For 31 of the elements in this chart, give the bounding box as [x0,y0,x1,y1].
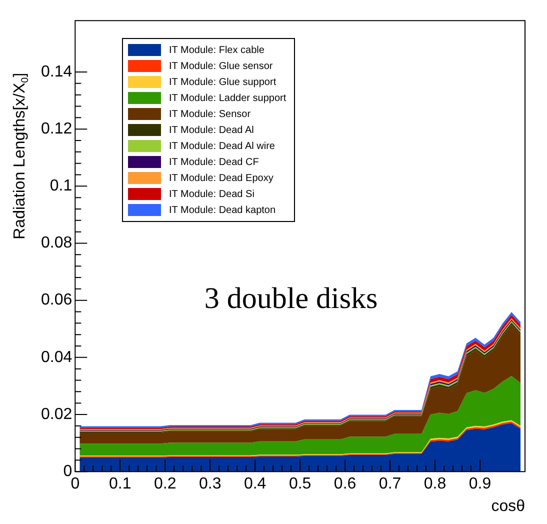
legend-label: IT Module: Dead Epoxy [169,172,274,184]
y-tick-label: 0.06 [41,292,72,309]
x-tick-label: 0.8 [424,476,446,493]
legend-label: IT Module: Sensor [169,108,251,120]
legend-label: IT Module: Ladder support [169,92,286,104]
x-axis-title: cosθ [491,498,526,515]
x-tick-label: 0.1 [109,476,132,493]
y-tick-label: 0.04 [41,348,72,366]
x-tick-label: 0.2 [154,476,176,493]
x-tick-label: 0.3 [198,476,222,493]
legend-label: IT Module: Dead Al [169,124,254,136]
legend-label: IT Module: Dead kapton [169,204,276,216]
x-tick-label: 0.6 [334,476,356,493]
y-tick-label: 0.02 [41,406,72,423]
legend-label: IT Module: Dead Si [169,188,254,200]
y-tick-label: 0.08 [41,234,72,252]
x-tick-label: 0.4 [244,476,266,493]
legend-label: IT Module: Flex cable [169,44,264,56]
legend-label: IT Module: Dead Al wire [169,140,275,152]
legend-label: IT Module: Glue support [169,76,276,88]
annotation: 3 double disks [204,282,378,316]
y-tick-label: 0.14 [41,63,72,80]
y-tick-label: 0 [63,463,72,480]
y-tick-label: 0.1 [50,178,72,195]
x-tick-label: 0.9 [468,476,492,493]
x-tick-label: 0.5 [288,476,312,493]
x-tick-label: 0.7 [378,476,402,493]
legend-label: IT Module: Glue sensor [169,60,273,72]
y-tick-label: 0.12 [41,120,72,138]
y-axis-title: Radiation Lengths[x/X0] [11,72,31,240]
legend-label: IT Module: Dead CF [169,156,259,168]
